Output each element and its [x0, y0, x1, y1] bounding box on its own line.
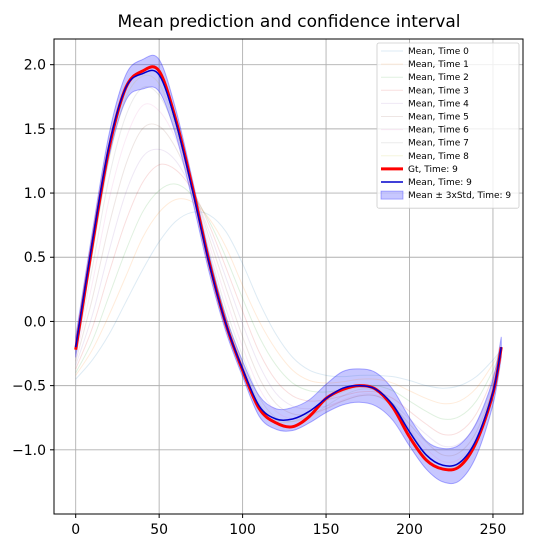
y-tick-label: −0.5: [12, 379, 46, 395]
series-line-10: [74, 69, 503, 467]
legend: Mean, Time 0 Mean, Time 1 Mean, Time 2 Mean…: [376, 42, 520, 209]
series-line-1: [75, 198, 502, 405]
series-line-3: [75, 163, 502, 436]
legend-label: Mean, Time 6: [408, 126, 469, 136]
y-tick-label: 1.0: [24, 186, 46, 202]
y-tick-label: −1.0: [12, 443, 46, 459]
legend-swatch: [380, 190, 404, 200]
legend-label: Mean, Time 8: [408, 152, 469, 162]
x-tick-label: 150: [313, 522, 340, 538]
legend-label: Mean, Time 0: [408, 47, 469, 57]
legend-label: Mean, Time 5: [408, 113, 469, 123]
x-tick-label: 100: [229, 522, 256, 538]
x-tick-label: 0: [71, 522, 80, 538]
series-line-9: [74, 65, 503, 472]
y-tick-label: 1.5: [24, 122, 46, 138]
plot-frame: [53, 38, 524, 515]
x-tick-label: 250: [480, 522, 507, 538]
x-tick-label: 200: [396, 522, 423, 538]
series-line-5: [75, 123, 502, 457]
y-tick-label: 0.5: [24, 250, 46, 266]
legend-label: Mean, Time 1: [408, 60, 469, 70]
tick-layer: 0 50 100 150 200 250 −1.0 −0.5 0.0 0.5 1.0 1.5 2.0: [12, 58, 506, 538]
legend-label: Mean, Time 4: [408, 99, 469, 109]
legend-box: [376, 42, 520, 209]
series-line-4: [75, 148, 502, 448]
chart-title: Mean prediction and confidence interval: [117, 12, 460, 32]
x-tick-label: 50: [150, 522, 168, 538]
y-tick-label: 2.0: [24, 58, 46, 74]
legend-label: Gt, Time: 9: [408, 165, 458, 175]
series-line-0: [75, 211, 502, 389]
legend-label: Mean, Time 3: [408, 86, 469, 96]
series-line-2: [75, 183, 502, 420]
legend-label: Mean, Time 2: [408, 73, 469, 83]
confidence-band-layer: [75, 54, 502, 485]
y-tick-label: 0.0: [24, 314, 46, 330]
legend-label: Mean ± 3xStd, Time: 9: [408, 191, 511, 201]
legend-label: Mean, Time: 9: [408, 178, 472, 188]
confidence-band: [75, 54, 502, 485]
legend-label: Mean, Time 7: [408, 139, 469, 149]
series-layer: [74, 65, 503, 472]
